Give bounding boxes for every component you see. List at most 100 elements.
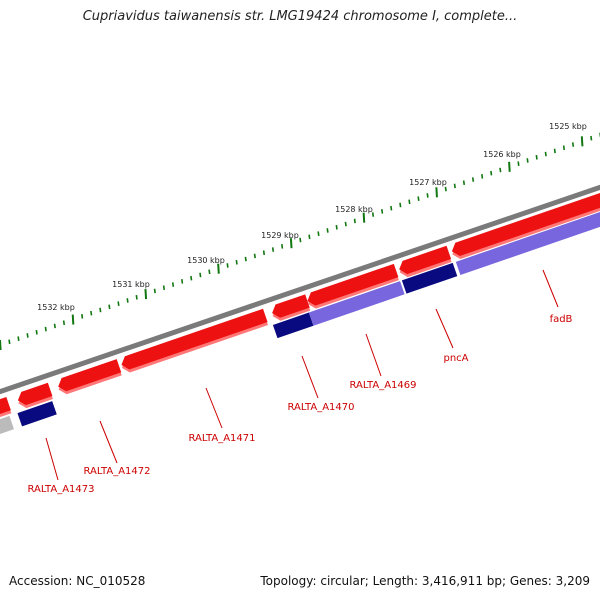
scale-minor-tick <box>444 186 447 192</box>
scale-label-1530-kbp: 1530 kbp <box>187 256 225 265</box>
scale-minor-tick <box>190 275 193 281</box>
gene-label-ralta-a1471[interactable]: RALTA_A1471 <box>188 433 255 444</box>
scale-minor-tick <box>399 202 402 208</box>
scale-label-1525-kbp: 1525 kbp <box>549 122 587 131</box>
scale-minor-tick <box>517 161 520 166</box>
scale-minor-tick <box>381 209 384 214</box>
scale-minor-tick <box>344 221 347 227</box>
forward-gene-ralta-a1473-region[interactable] <box>17 382 53 406</box>
scale-major-tick <box>508 161 511 172</box>
reverse-gene-fadb[interactable] <box>455 209 600 276</box>
scale-major-tick <box>71 314 75 325</box>
scale-minor-tick <box>253 253 256 259</box>
scale-minor-tick <box>299 237 302 243</box>
scale-minor-tick <box>135 294 138 300</box>
forward-gene-ralta-a1469[interactable] <box>307 263 399 306</box>
scale-minor-tick <box>17 336 20 341</box>
scale-minor-tick <box>199 272 202 278</box>
scale-label-1531-kbp: 1531 kbp <box>112 280 150 289</box>
scale-minor-tick <box>571 142 575 147</box>
scale-minor-tick <box>53 323 56 329</box>
scale-minor-tick <box>499 167 502 173</box>
forward-gene-pnca-region[interactable] <box>399 245 452 275</box>
reverse-gene-ralta-a1470[interactable] <box>272 312 314 339</box>
scale-minor-tick <box>490 170 493 176</box>
scale-major-tick <box>362 212 366 223</box>
scale-minor-tick <box>590 135 593 141</box>
leader-line-pnca <box>435 308 454 349</box>
gene-label-ralta-a1469[interactable]: RALTA_A1469 <box>349 380 416 391</box>
scale-minor-tick <box>335 224 338 230</box>
scale-minor-tick <box>553 148 556 154</box>
scale-minor-tick <box>471 177 475 182</box>
scale-minor-tick <box>481 174 484 179</box>
scale-minor-tick <box>244 256 247 262</box>
scale-minor-tick <box>181 279 184 284</box>
scale-label-1529-kbp: 1529 kbp <box>261 231 299 240</box>
scale-major-tick <box>435 187 438 198</box>
gene-label-ralta-a1472[interactable]: RALTA_A1472 <box>83 466 150 477</box>
scale-minor-tick <box>417 196 420 201</box>
scale-minor-tick <box>62 320 66 326</box>
forward-gene-partial[interactable] <box>0 396 11 417</box>
scale-minor-tick <box>162 285 166 291</box>
gene-label-ralta-a1473[interactable]: RALTA_A1473 <box>27 484 94 495</box>
reverse-gene-ralta-a1473[interactable] <box>17 401 57 427</box>
scale-minor-tick <box>81 314 84 319</box>
scale-minor-tick <box>35 329 38 335</box>
scale-ruler: 1525 kbp 1526 kbp 1527 kbp 1528 kbp 1529 kbp… <box>0 122 600 351</box>
scale-minor-tick <box>26 333 29 338</box>
gene-label-ralta-a1470[interactable]: RALTA_A1470 <box>287 402 354 413</box>
genome-summary-text: Topology: circular; Length: 3,416,911 bp… <box>260 574 590 588</box>
scale-minor-tick <box>171 282 175 287</box>
scale-minor-tick <box>226 263 229 268</box>
scale-major-tick <box>580 136 584 147</box>
scale-minor-tick <box>353 218 356 224</box>
scale-label-1528-kbp: 1528 kbp <box>335 205 373 214</box>
genome-backbone <box>0 184 600 395</box>
scale-minor-tick <box>390 205 393 211</box>
scale-minor-tick <box>317 231 320 236</box>
forward-gene-ralta-a1470[interactable] <box>272 294 310 318</box>
scale-minor-tick <box>371 212 375 217</box>
leader-line-ralta-a1473 <box>45 437 59 481</box>
scale-minor-tick <box>208 269 211 275</box>
scale-minor-tick <box>271 247 275 252</box>
scale-minor-tick <box>308 234 311 240</box>
scale-minor-tick <box>408 199 411 205</box>
reverse-gene-ralta-a1469[interactable] <box>308 281 405 326</box>
scale-minor-tick <box>462 180 466 186</box>
scale-minor-tick <box>526 158 529 163</box>
scale-minor-tick <box>90 310 93 316</box>
scale-minor-tick <box>153 288 156 294</box>
scale-minor-tick <box>126 298 129 303</box>
forward-gene-ralta-a1471[interactable] <box>121 308 268 370</box>
forward-gene-ralta-a1472[interactable] <box>58 359 122 392</box>
leader-line-ralta-a1470 <box>301 355 319 399</box>
gene-label-pnca[interactable]: pncA <box>443 353 468 364</box>
reverse-gene-pnca[interactable] <box>401 262 458 294</box>
scale-minor-tick <box>326 228 329 233</box>
gene-labels: RALTA_A1473 RALTA_A1472 RALTA_A1471 RALTA_A… <box>27 269 573 495</box>
leader-line-fadb <box>542 269 559 308</box>
leader-line-ralta-a1472 <box>99 420 118 464</box>
scale-major-tick <box>144 289 148 300</box>
gene-label-fadb[interactable]: fadB <box>550 314 573 325</box>
scale-minor-tick <box>562 145 566 151</box>
scale-minor-tick <box>262 250 266 256</box>
scale-minor-tick <box>99 307 102 313</box>
scale-major-tick <box>0 339 2 351</box>
leader-line-ralta-a1469 <box>365 333 382 377</box>
reverse-feature-gray[interactable] <box>0 415 14 437</box>
scale-label-1527-kbp: 1527 kbp <box>409 178 447 187</box>
scale-minor-tick <box>281 244 284 249</box>
forward-gene-fadb[interactable] <box>451 190 600 256</box>
leader-line-ralta-a1471 <box>205 387 223 429</box>
scale-minor-tick <box>108 304 111 310</box>
scale-minor-tick <box>117 301 120 306</box>
scale-label-1526-kbp: 1526 kbp <box>483 150 521 159</box>
scale-minor-tick <box>8 339 11 345</box>
feature-tracks <box>0 184 600 437</box>
scale-minor-tick <box>44 326 47 332</box>
